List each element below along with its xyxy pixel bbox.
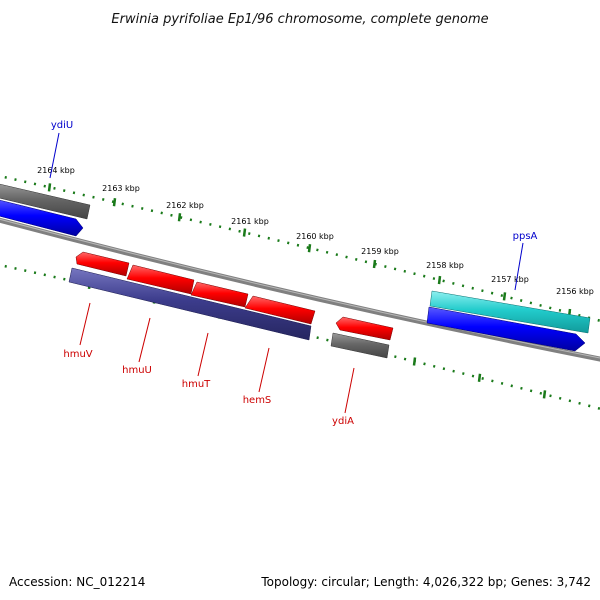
major-tick bbox=[177, 213, 182, 222]
leader-ydiA bbox=[344, 367, 355, 414]
gene-label-hmuU[interactable]: hmuU bbox=[122, 365, 152, 376]
cds-purple-reverse[interactable] bbox=[68, 267, 312, 341]
cds-cyan-forward[interactable] bbox=[429, 290, 591, 334]
forward-strand-features bbox=[0, 183, 591, 352]
cds-ydiU[interactable] bbox=[0, 199, 84, 237]
reverse-strand-features bbox=[68, 251, 394, 359]
cds-gray-reverse[interactable] bbox=[330, 332, 390, 359]
major-tick bbox=[542, 390, 547, 399]
cds-hemS[interactable] bbox=[244, 295, 316, 325]
cds-hmuU[interactable] bbox=[126, 264, 195, 295]
gene-label-ppsA[interactable]: ppsA bbox=[513, 231, 538, 242]
tick-label: 2160 kbp bbox=[296, 232, 334, 241]
outer-tick-ring bbox=[0, 174, 600, 322]
gene-label-hemS[interactable]: hemS bbox=[243, 395, 272, 406]
tick-label: 2164 kbp bbox=[37, 166, 75, 175]
cds-hmuT[interactable] bbox=[190, 281, 249, 308]
tick-label: 2159 kbp bbox=[361, 247, 399, 256]
leader-ppsA bbox=[514, 242, 524, 291]
leader-ydiU bbox=[49, 132, 60, 179]
tick-label: 2157 kbp bbox=[491, 275, 529, 284]
tick-label: 2158 kbp bbox=[426, 261, 464, 270]
cds-ydiA[interactable] bbox=[335, 316, 394, 341]
gene-label-ydiA[interactable]: ydiA bbox=[332, 416, 354, 427]
map-title: Erwinia pyrifoliae Ep1/96 chromosome, co… bbox=[111, 12, 488, 27]
major-tick bbox=[242, 228, 247, 237]
cds-hmuV[interactable] bbox=[75, 251, 130, 277]
topology-summary: Topology: circular; Length: 4,026,322 bp… bbox=[260, 575, 591, 589]
tick-label: 2162 kbp bbox=[166, 201, 204, 210]
gene-label-ydiU[interactable]: ydiU bbox=[51, 120, 73, 131]
major-tick bbox=[112, 198, 117, 207]
major-tick bbox=[307, 244, 312, 253]
major-tick bbox=[412, 357, 417, 366]
tick-labels: 2164 kbp 2163 kbp 2162 kbp 2161 kbp 2160… bbox=[37, 166, 594, 296]
leader-hmuV bbox=[79, 302, 91, 346]
major-tick bbox=[437, 275, 442, 285]
major-tick bbox=[477, 373, 482, 382]
major-tick bbox=[502, 292, 507, 301]
chromosome-backbone bbox=[0, 217, 600, 362]
tick-label: 2163 kbp bbox=[102, 184, 140, 193]
leader-hmuU bbox=[138, 317, 151, 363]
gene-label-hmuV[interactable]: hmuV bbox=[63, 349, 92, 360]
major-tick bbox=[47, 183, 52, 192]
cds-gray-forward[interactable] bbox=[0, 183, 91, 220]
major-tick bbox=[372, 259, 377, 269]
label-leaders bbox=[49, 132, 524, 414]
tick-label: 2156 kbp bbox=[556, 287, 594, 296]
leader-hmuT bbox=[197, 332, 209, 377]
tick-label: 2161 kbp bbox=[231, 217, 269, 226]
leader-hemS bbox=[258, 347, 270, 393]
gene-label-hmuT[interactable]: hmuT bbox=[182, 379, 211, 390]
accession-text: Accession: NC_012214 bbox=[9, 575, 145, 589]
gene-labels: ydiU ppsA hmuV hmuU hmuT hemS ydiA bbox=[51, 120, 538, 427]
cds-ppsA[interactable] bbox=[426, 306, 586, 352]
